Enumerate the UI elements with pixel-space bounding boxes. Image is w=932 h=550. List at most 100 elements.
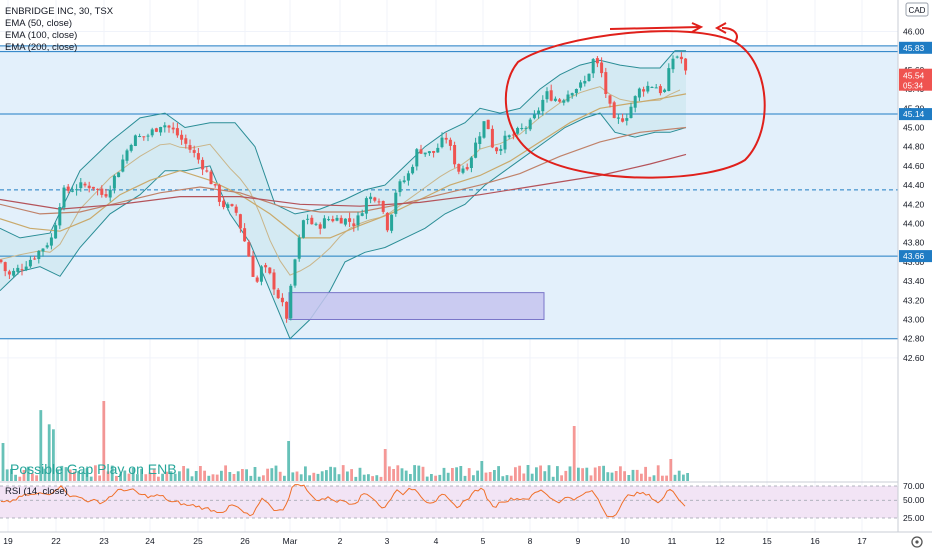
- volume-bar-81: [341, 465, 345, 481]
- volume-bar-151: [635, 469, 639, 481]
- legend: ENBRIDGE INC, 30, TSX EMA (50, close) EM…: [5, 6, 114, 53]
- candle-129: [541, 99, 545, 112]
- ema-200-label: EMA (200, close): [5, 42, 77, 53]
- candle-75: [314, 223, 318, 225]
- volume-bar-132: [556, 466, 559, 481]
- candle-135: [566, 94, 570, 102]
- volume-bar-103: [434, 475, 437, 481]
- volume-bar-137: [577, 467, 580, 481]
- ema-50-label: EMA (50, close): [5, 18, 72, 29]
- volume-bar-122: [514, 467, 517, 481]
- volume-bar-106: [446, 472, 450, 481]
- candle-23: [96, 188, 100, 190]
- candle-116: [486, 119, 490, 130]
- volume-bar-110: [463, 475, 467, 481]
- volume-bar-67: [283, 475, 286, 481]
- volume-bar-108: [455, 467, 458, 481]
- candle-118: [495, 147, 499, 152]
- currency-badge[interactable]: [905, 2, 929, 17]
- candle-20: [83, 183, 87, 186]
- candle-119: [499, 148, 503, 151]
- candle-31: [129, 145, 133, 151]
- gap-box[interactable]: [288, 292, 545, 320]
- rsi-axis: 70.00 50.00 25.00: [903, 481, 925, 523]
- candle-9: [37, 251, 41, 259]
- rsi-label: RSI (14, close): [5, 486, 68, 497]
- volume-bar-23: [98, 475, 101, 481]
- volume-bar-105: [442, 467, 446, 481]
- volume-bar-158: [665, 475, 668, 481]
- volume-bar-3: [14, 474, 17, 481]
- candle-77: [322, 218, 326, 229]
- candle-70: [293, 259, 297, 286]
- time-tick-10: 5: [481, 536, 486, 546]
- candle-40: [167, 125, 171, 128]
- annotation-circle[interactable]: [504, 30, 766, 179]
- candle-124: [520, 128, 524, 129]
- candle-24: [100, 188, 104, 195]
- candle-78: [327, 219, 331, 221]
- volume-bar-66: [278, 471, 282, 481]
- candle-37: [154, 128, 158, 132]
- candle-32: [133, 135, 137, 146]
- candle-86: [360, 213, 364, 216]
- volume-bar-146: [614, 471, 618, 481]
- price-label-bg-3: [899, 250, 932, 263]
- volume-bar-85: [358, 467, 362, 481]
- volume-bar-5: [22, 470, 26, 481]
- candle-149: [625, 118, 629, 121]
- candle-30: [125, 150, 129, 161]
- volume-bar-78: [329, 466, 332, 481]
- volume-bar-39: [165, 471, 169, 481]
- volume-bar-115: [484, 472, 488, 481]
- time-tick-12: 9: [576, 536, 581, 546]
- volume-bar-13: [56, 470, 59, 481]
- gear-icon-center: [915, 540, 919, 544]
- time-tick-16: 15: [762, 536, 772, 546]
- candle-145: [608, 95, 612, 104]
- price-tick-11: 43.80: [903, 238, 925, 248]
- volume-bar-162: [682, 474, 685, 481]
- price-label-3: 43.66: [903, 251, 925, 261]
- candle-79: [331, 219, 335, 222]
- candle-0: [0, 259, 3, 263]
- horizontal-lines: [0, 45, 898, 340]
- candle-144: [604, 72, 608, 94]
- price-label-0: 45.83: [903, 43, 925, 53]
- volume-bar-12: [52, 429, 55, 481]
- candle-87: [364, 198, 368, 214]
- volume-bar-117: [493, 470, 496, 481]
- volume-bar-2: [10, 468, 13, 481]
- volume-bar-72: [304, 466, 307, 481]
- candle-120: [503, 135, 507, 150]
- volume-bar-119: [501, 476, 505, 481]
- candle-91: [381, 201, 385, 212]
- candle-67: [280, 297, 284, 303]
- volume-bar-116: [488, 472, 492, 481]
- candle-17: [70, 190, 74, 192]
- volume-bar-95: [400, 468, 404, 481]
- volume-bar-38: [161, 473, 164, 481]
- gear-icon[interactable]: [911, 536, 923, 548]
- time-axis[interactable]: 19 22 23 24 25 26 Mar 2 3 4 5 8 9 10 11 12 15 16 17: [3, 536, 867, 546]
- volume-bar-87: [367, 474, 370, 481]
- volume-bar-90: [379, 476, 383, 481]
- volume-bar-133: [560, 475, 563, 481]
- volume-bar-118: [497, 466, 500, 481]
- volume-bar-144: [606, 472, 610, 481]
- candle-163: [684, 58, 688, 71]
- volume-bar-50: [211, 474, 215, 481]
- rsi-line: [0, 484, 686, 518]
- candle-66: [276, 289, 280, 299]
- candle-93: [390, 214, 394, 231]
- candle-35: [146, 135, 150, 137]
- candle-8: [33, 258, 37, 260]
- volume-bar-52: [220, 470, 223, 481]
- volume-bar-59: [249, 475, 253, 481]
- rsi-tick-0: 70.00: [903, 481, 925, 491]
- volume-bar-49: [207, 475, 211, 481]
- volume-bar-41: [173, 473, 177, 481]
- price-tick-16: 42.80: [903, 334, 925, 344]
